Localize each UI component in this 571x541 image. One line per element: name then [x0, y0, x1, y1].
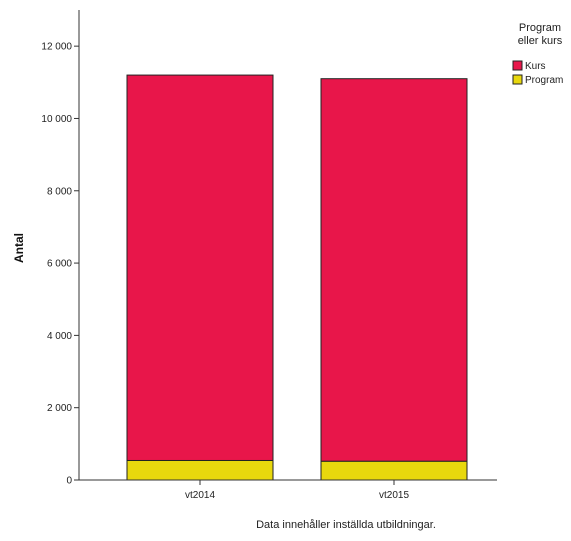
chart-footnote: Data innehåller inställda utbildningar. [256, 519, 436, 531]
x-tick-label: vt2015 [379, 490, 409, 501]
legend-swatch-program [512, 74, 523, 85]
y-tick-label: 10 000 [41, 114, 72, 125]
x-axis: vt2014 vt2015 [79, 479, 497, 501]
y-tick-label: 6 000 [47, 259, 72, 270]
legend-title-line-1: Program [519, 22, 561, 34]
y-tick-label: 0 [66, 476, 72, 487]
legend-swatch-kurs [512, 60, 523, 71]
y-tick-label: 8 000 [47, 186, 72, 197]
legend: Program eller kurs Kurs Program [512, 22, 563, 86]
plot-area [126, 74, 468, 481]
legend-title-line-2: eller kurs [518, 35, 563, 47]
bar-kurs-vt2015 [320, 78, 468, 462]
y-tick-label: 4 000 [47, 331, 72, 342]
bar-kurs-vt2014 [126, 74, 274, 461]
bar-program-vt2014 [126, 459, 274, 481]
y-axis: 0 2 000 4 000 6 000 8 000 10 000 12 000 [41, 10, 80, 487]
bar-program-vt2015 [320, 460, 468, 481]
y-tick-label: 2 000 [47, 403, 72, 414]
legend-label-program: Program [525, 75, 563, 86]
y-axis-title: Antal [12, 233, 26, 263]
x-tick-label: vt2014 [185, 490, 215, 501]
y-tick-label: 12 000 [41, 42, 72, 53]
legend-label-kurs: Kurs [525, 61, 546, 72]
